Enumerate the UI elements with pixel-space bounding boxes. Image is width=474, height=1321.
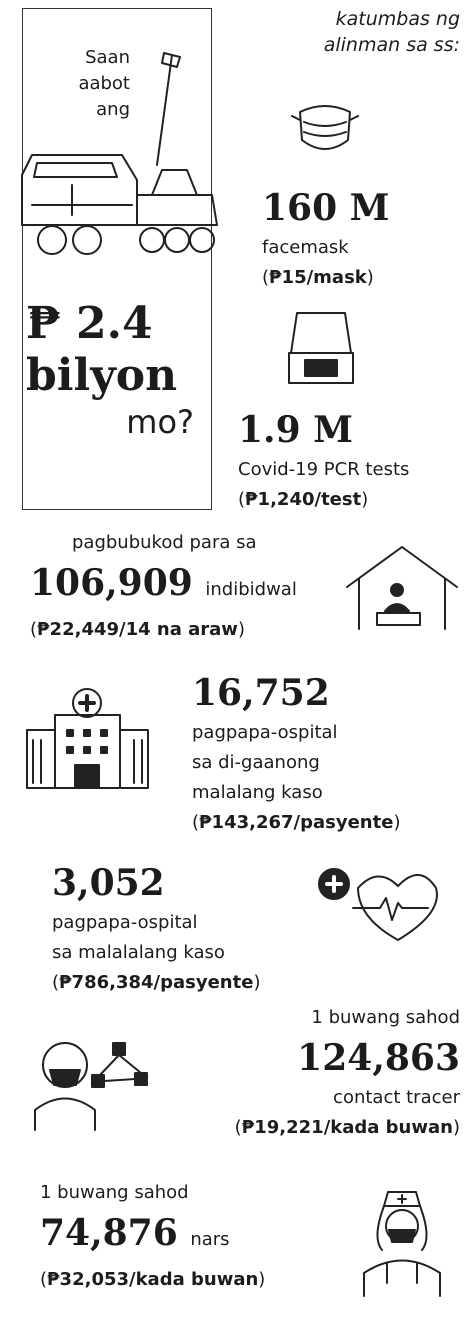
quarantine-house-icon: [345, 545, 460, 630]
stat-cost: (₱19,221/kada buwan): [235, 1113, 460, 1143]
stat-label: Covid-19 PCR tests: [238, 455, 409, 485]
stat-unit: nars: [190, 1229, 229, 1250]
stat-count-line: 74,876 nars: [40, 1208, 265, 1265]
cost-paren: ): [238, 619, 245, 640]
heart-icon: [318, 868, 443, 943]
pcr-machine-icon: [285, 308, 357, 386]
cost-paren: (: [238, 489, 245, 510]
cost-paren: ): [393, 812, 400, 833]
stat-cost: (₱22,449/14 na araw): [30, 615, 297, 645]
truck-icon: [12, 45, 222, 265]
cost-amount: ₱19,221/kada buwan: [242, 1117, 453, 1138]
stat-cost: (₱32,053/kada buwan): [40, 1265, 265, 1295]
stat-cost: (₱15/mask): [262, 263, 390, 293]
stat-count: 160 M: [262, 187, 390, 229]
stat-count: 124,863: [297, 1037, 460, 1079]
budget-unit: bilyon: [26, 350, 177, 402]
cost-paren: ): [253, 972, 260, 993]
budget-amount: ₱ 2.4: [26, 298, 153, 350]
cost-paren: ): [258, 1269, 265, 1290]
stat-count-line: 124,863: [235, 1033, 460, 1083]
stat-label: contact tracer: [235, 1083, 460, 1113]
stat-count: 74,876: [40, 1212, 178, 1254]
cost-paren: (: [262, 267, 269, 288]
question-end: mo?: [22, 402, 194, 442]
nurse-icon: [362, 1188, 442, 1298]
stat-label: sa di-gaanong: [192, 748, 400, 778]
stat-intro: 1 buwang sahod: [40, 1178, 265, 1208]
stat-count: 16,752: [192, 672, 330, 714]
cost-amount: ₱786,384/pasyente: [59, 972, 253, 993]
stat-count-line: 160 M: [262, 183, 390, 233]
stat-count-line: 1.9 M: [238, 405, 409, 455]
hospital-icon: [25, 685, 150, 790]
stat-cost: (₱786,384/pasyente): [52, 968, 260, 998]
infographic: Saan aabot ang ₱ 2.4 bilyon mo? katumbas…: [0, 0, 474, 1321]
stat-label: malalang kaso: [192, 778, 400, 808]
cost-paren: (: [30, 619, 37, 640]
cost-paren: (: [192, 812, 199, 833]
cost-amount: ₱22,449/14 na araw: [37, 619, 238, 640]
stat-label: facemask: [262, 233, 390, 263]
stat-label: pagpapa-ospital: [52, 908, 260, 938]
stat-label: sa malalalang kaso: [52, 938, 260, 968]
stat-label: pagpapa-ospital: [192, 718, 400, 748]
cost-paren: (: [52, 972, 59, 993]
cost-amount: ₱32,053/kada buwan: [47, 1269, 258, 1290]
cost-amount: ₱15/mask: [269, 267, 367, 288]
cost-paren: (: [235, 1117, 242, 1138]
cost-paren: ): [361, 489, 368, 510]
cost-amount: ₱143,267/pasyente: [199, 812, 393, 833]
header-line: katumbas ng: [240, 6, 460, 32]
stat-cost: (₱1,240/test): [238, 485, 409, 515]
stat-cost: (₱143,267/pasyente): [192, 808, 400, 838]
stat-intro: pagbubukod para sa: [30, 528, 297, 558]
cost-paren: (: [40, 1269, 47, 1290]
stat-count: 3,052: [52, 862, 165, 904]
header-line: alinman sa ss:: [240, 32, 460, 58]
cost-paren: ): [453, 1117, 460, 1138]
cost-paren: ): [367, 267, 374, 288]
equivalent-header: katumbas ng alinman sa ss:: [240, 6, 460, 58]
stat-count-line: 106,909 indibidwal: [30, 558, 297, 615]
stat-count-line: 3,052: [52, 858, 260, 908]
stat-unit: indibidwal: [205, 579, 296, 600]
stat-count: 1.9 M: [238, 409, 353, 451]
stat-intro: 1 buwang sahod: [235, 1003, 460, 1033]
contact-tracer-icon: [30, 1035, 160, 1130]
stat-count: 106,909: [30, 562, 193, 604]
cost-amount: ₱1,240/test: [245, 489, 361, 510]
mask-icon: [290, 100, 360, 160]
stat-count-line: 16,752: [192, 668, 400, 718]
